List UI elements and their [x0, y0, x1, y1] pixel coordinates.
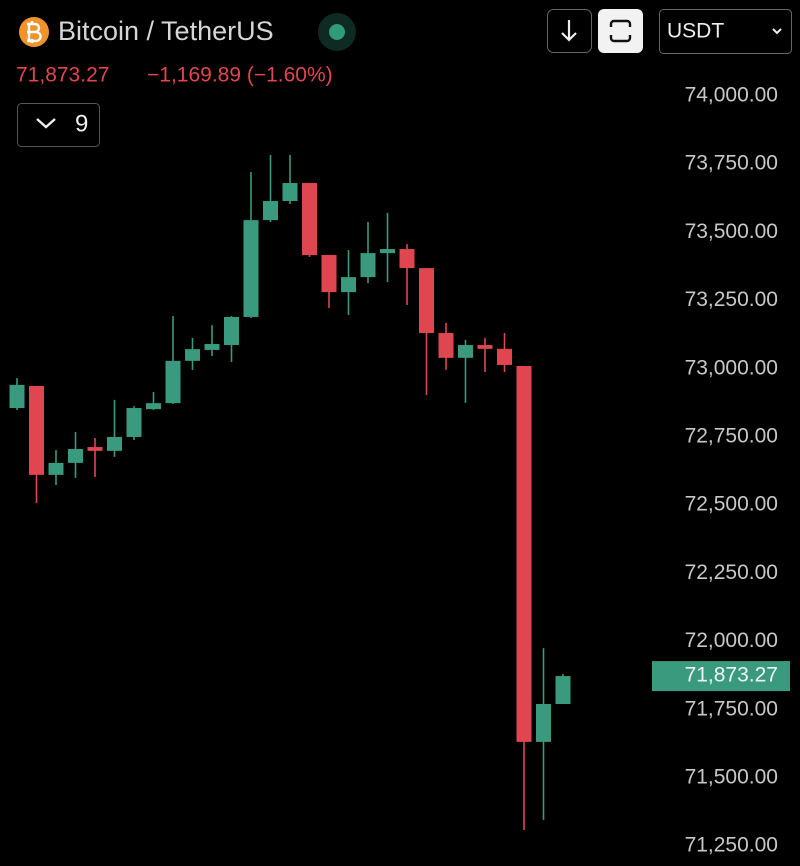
candle-body	[126, 408, 142, 437]
candle-body	[48, 462, 64, 475]
y-tick-label: 74,000.00	[685, 84, 778, 107]
y-tick-label: 73,750.00	[685, 152, 778, 175]
candle-body	[516, 366, 532, 742]
candle-body	[204, 343, 220, 350]
chevron	[36, 118, 56, 129]
arrow-icon	[561, 20, 577, 42]
y-tick-label: 72,000.00	[685, 629, 778, 652]
candle-body	[282, 183, 298, 202]
candle-body	[107, 436, 122, 451]
indicator-toggle[interactable]: 9	[17, 103, 100, 147]
y-tick-label: 73,500.00	[685, 220, 778, 243]
candle-body	[536, 703, 551, 742]
symbol-title: Bitcoin / TetherUS	[58, 16, 274, 46]
candle-body	[477, 345, 493, 349]
y-tick-label: 71,250.00	[685, 834, 778, 857]
candle-body	[224, 316, 239, 346]
status-dot	[329, 24, 345, 40]
indicator-count: 9	[75, 110, 88, 137]
candle-body	[555, 676, 571, 704]
candle-body	[263, 201, 278, 221]
candle-body	[87, 447, 103, 451]
candle-body	[185, 349, 200, 361]
candle-body	[497, 348, 512, 365]
chevron	[772, 28, 782, 35]
y-tick-label: 73,250.00	[685, 288, 778, 311]
y-tick-label: 72,500.00	[685, 493, 778, 516]
y-tick-label: 72,250.00	[685, 561, 778, 584]
price-change: −1,169.89 (−1.60%)	[147, 64, 333, 87]
header: Bitcoin / TetherUS 71,873.27 −1,169.89 (…	[16, 9, 792, 147]
toggle-box[interactable]	[17, 103, 100, 147]
candle-body	[341, 277, 356, 293]
select-box[interactable]	[659, 9, 792, 54]
button-box[interactable]	[598, 9, 643, 53]
download-button[interactable]	[547, 9, 592, 53]
y-tick-label: 72,750.00	[685, 425, 778, 448]
last-price-tag	[652, 661, 790, 692]
y-tick-label: 73,000.00	[685, 356, 778, 379]
candle-body	[458, 345, 473, 358]
candle-body	[438, 333, 454, 358]
price: 71,873.27	[16, 64, 109, 87]
fullscreen-button[interactable]	[598, 9, 643, 53]
candle-body	[360, 253, 376, 278]
candle-body	[243, 220, 259, 317]
candle-body	[68, 448, 83, 463]
candle-body	[419, 268, 434, 334]
candle-body	[165, 360, 181, 404]
plot: 71,250.00 71,500.00 71,750.00 72,000.00 72,2…	[9, 84, 790, 857]
currency-select[interactable]: USDT	[659, 9, 792, 54]
candle-body	[29, 385, 44, 475]
candle-body	[380, 249, 395, 254]
last-price-label: 71,873.27	[685, 664, 778, 687]
y-tick-label: 71,500.00	[685, 765, 778, 788]
candle-body	[399, 249, 415, 269]
candle-body	[302, 183, 317, 256]
y-tick-label: 71,750.00	[685, 697, 778, 720]
frame-icon	[609, 19, 632, 43]
currency: USDT	[667, 20, 724, 43]
coin-glyph	[27, 21, 42, 43]
candle-body	[146, 403, 161, 410]
candle-body	[9, 384, 25, 409]
candle-body	[321, 255, 337, 293]
